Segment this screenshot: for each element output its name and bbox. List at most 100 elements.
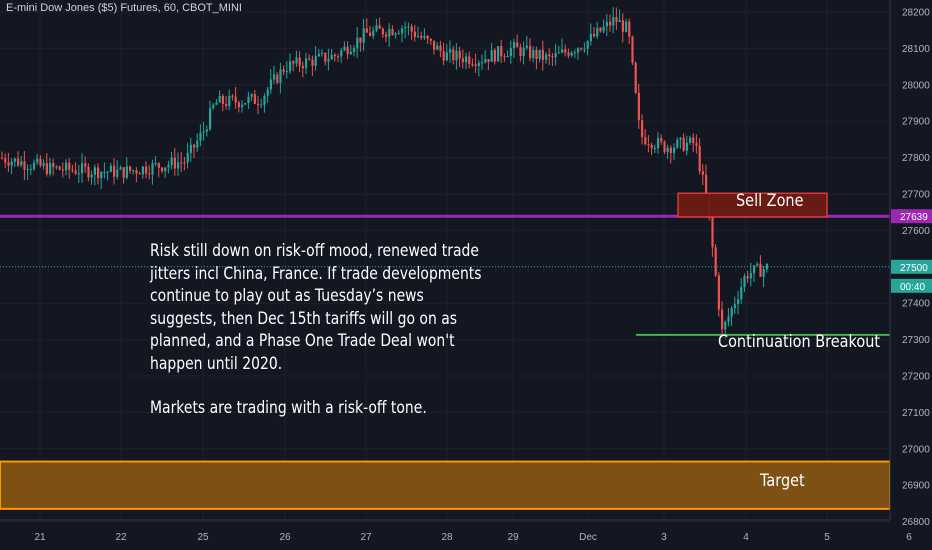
candle-body-103 (330, 54, 333, 60)
candle-body-10 (33, 162, 36, 169)
candle-body-216 (692, 137, 695, 144)
candle-body-7 (23, 161, 26, 170)
candle-body-207 (663, 141, 666, 153)
candle-body-184 (589, 33, 592, 42)
y-tick-27200: 27200 (902, 372, 930, 383)
candle-body-199 (637, 92, 640, 121)
candle-body-94 (301, 65, 304, 69)
candle-body-194 (621, 20, 624, 32)
candle-body-108 (346, 46, 349, 55)
candle-body-123 (394, 33, 397, 35)
candle-body-181 (580, 48, 583, 50)
candle-body-165 (529, 45, 532, 59)
countdown-label-bg (891, 278, 932, 293)
candle-body-231 (740, 287, 743, 300)
candle-body-43 (138, 173, 141, 175)
candle-body-209 (669, 147, 672, 154)
symbol-title: E-mini Dow Jones ($5) Futures, 60, CBOT_… (6, 2, 242, 14)
sell-zone-label: Sell Zone (736, 191, 804, 211)
candle-body-193 (618, 20, 621, 22)
candle-body-54 (173, 157, 176, 169)
candle-body-146 (468, 56, 471, 65)
candle-body-223 (714, 247, 717, 276)
x-tick-5: 28 (441, 532, 453, 543)
candle-body-128 (410, 26, 413, 32)
candle-body-24 (77, 173, 80, 175)
y-tick-26800: 26800 (902, 517, 930, 528)
candle-body-126 (404, 27, 407, 29)
candle-body-177 (567, 52, 570, 56)
candle-body-89 (285, 71, 288, 73)
candle-body-44 (141, 166, 144, 175)
candle-body-100 (321, 52, 324, 54)
candle-body-192 (615, 17, 618, 22)
candle-body-113 (362, 28, 365, 43)
candle-body-129 (413, 31, 416, 37)
y-tick-27900: 27900 (902, 117, 930, 128)
candle-body-143 (458, 50, 461, 59)
x-tick-2: 25 (197, 532, 209, 543)
candle-body-101 (324, 52, 327, 62)
candle-body-51 (164, 167, 167, 172)
candle-body-59 (189, 144, 192, 153)
candle-body-95 (305, 58, 308, 69)
candle-body-149 (477, 62, 480, 67)
candle-body-18 (58, 166, 61, 170)
y-tick-27100: 27100 (902, 408, 930, 419)
candle-body-79 (253, 94, 256, 104)
candle-body-212 (679, 137, 682, 140)
candle-body-178 (570, 52, 573, 56)
candle-body-28 (90, 174, 93, 178)
candle-body-160 (513, 42, 516, 49)
candle-body-21 (68, 162, 71, 170)
candle-body-169 (541, 49, 544, 60)
candle-body-52 (167, 164, 170, 168)
candle-body-202 (647, 144, 650, 146)
candle-body-106 (340, 50, 343, 57)
candle-body-73 (234, 96, 237, 103)
candle-body-77 (247, 96, 250, 104)
candle-body-197 (631, 36, 634, 63)
candle-body-176 (564, 49, 567, 53)
candle-body-150 (481, 62, 484, 64)
candle-body-97 (311, 59, 314, 66)
candle-body-136 (436, 45, 439, 50)
candle-body-118 (378, 25, 381, 29)
candle-body-166 (532, 50, 535, 59)
candle-body-189 (605, 21, 608, 27)
note-paragraph-2: Markets are trading with a risk-off tone… (150, 398, 427, 418)
candle-body-226 (724, 321, 727, 330)
candle-body-14 (45, 163, 48, 174)
candle-body-119 (381, 28, 384, 35)
candle-body-67 (215, 102, 218, 105)
candle-body-22 (71, 169, 74, 171)
sell-zone (677, 192, 828, 218)
candle-body-230 (737, 299, 740, 305)
candle-body-125 (401, 28, 404, 34)
candle-body-222 (711, 216, 714, 248)
candle-body-139 (445, 52, 448, 61)
candle-body-217 (695, 143, 698, 146)
candle-body-237 (759, 263, 762, 277)
candle-body-99 (317, 53, 320, 57)
candle-body-81 (260, 104, 263, 106)
candle-body-133 (426, 35, 429, 39)
candle-body-86 (276, 74, 279, 83)
candle-body-137 (439, 45, 442, 52)
x-tick-11: 6 (906, 532, 912, 543)
candle-body-37 (119, 167, 122, 170)
candle-body-156 (500, 46, 503, 57)
candle-body-98 (314, 56, 317, 66)
candle-body-107 (343, 46, 346, 51)
candle-body-35 (113, 165, 116, 177)
candle-body-182 (583, 48, 586, 50)
candle-body-33 (106, 171, 109, 173)
candle-body-131 (420, 36, 423, 38)
candle-body-30 (97, 167, 100, 179)
candle-body-115 (369, 32, 372, 36)
candle-body-63 (202, 131, 205, 133)
candle-body-219 (701, 171, 704, 175)
candle-body-91 (292, 61, 295, 64)
candle-body-134 (429, 38, 432, 41)
